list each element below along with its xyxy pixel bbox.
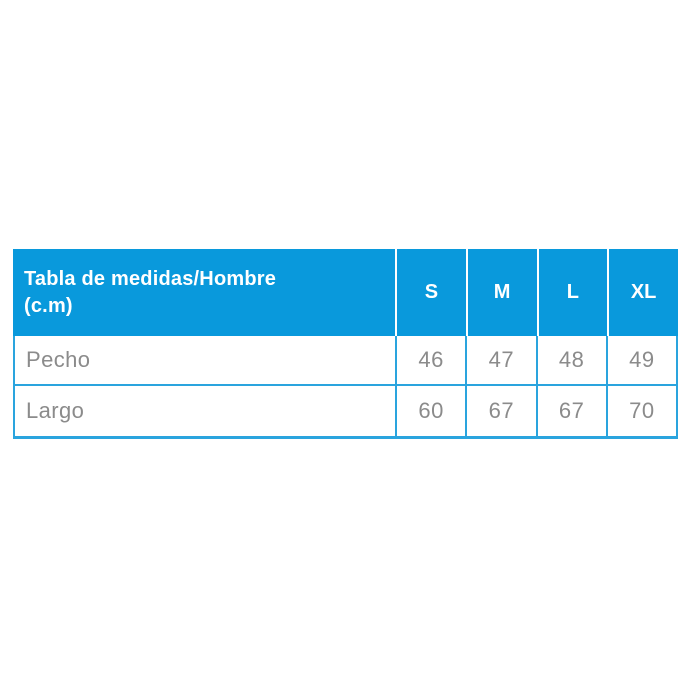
- table-row-largo: Largo 60 67 67 70: [13, 386, 678, 439]
- column-header-s: S: [395, 249, 466, 336]
- table-title-cell: Tabla de medidas/Hombre (c.m): [13, 249, 395, 336]
- row-label-pecho: Pecho: [26, 347, 91, 372]
- cell-largo-m: 67: [465, 386, 535, 436]
- cell-largo-l: 67: [535, 386, 606, 436]
- cell-pecho-xl: 49: [605, 336, 676, 384]
- row-label-largo: Largo: [26, 398, 85, 423]
- table-title-line1: Tabla de medidas/Hombre: [24, 267, 277, 290]
- cell-pecho-s: 46: [395, 336, 465, 384]
- cell-pecho-m: 47: [465, 336, 535, 384]
- column-header-m: M: [465, 249, 537, 336]
- cell-largo-s: 60: [395, 386, 465, 436]
- table-header-row: Tabla de medidas/Hombre (c.m) S M L XL: [13, 249, 678, 336]
- column-header-l: L: [536, 249, 608, 336]
- cell-largo-xl: 70: [605, 386, 676, 436]
- column-header-xl: XL: [607, 249, 678, 336]
- table-title-line2: (c.m): [24, 294, 73, 317]
- table-row-pecho: Pecho 46 47 48 49: [13, 336, 678, 386]
- cell-pecho-l: 48: [535, 336, 606, 384]
- size-chart-table: Tabla de medidas/Hombre (c.m) S M L XL P…: [13, 249, 678, 439]
